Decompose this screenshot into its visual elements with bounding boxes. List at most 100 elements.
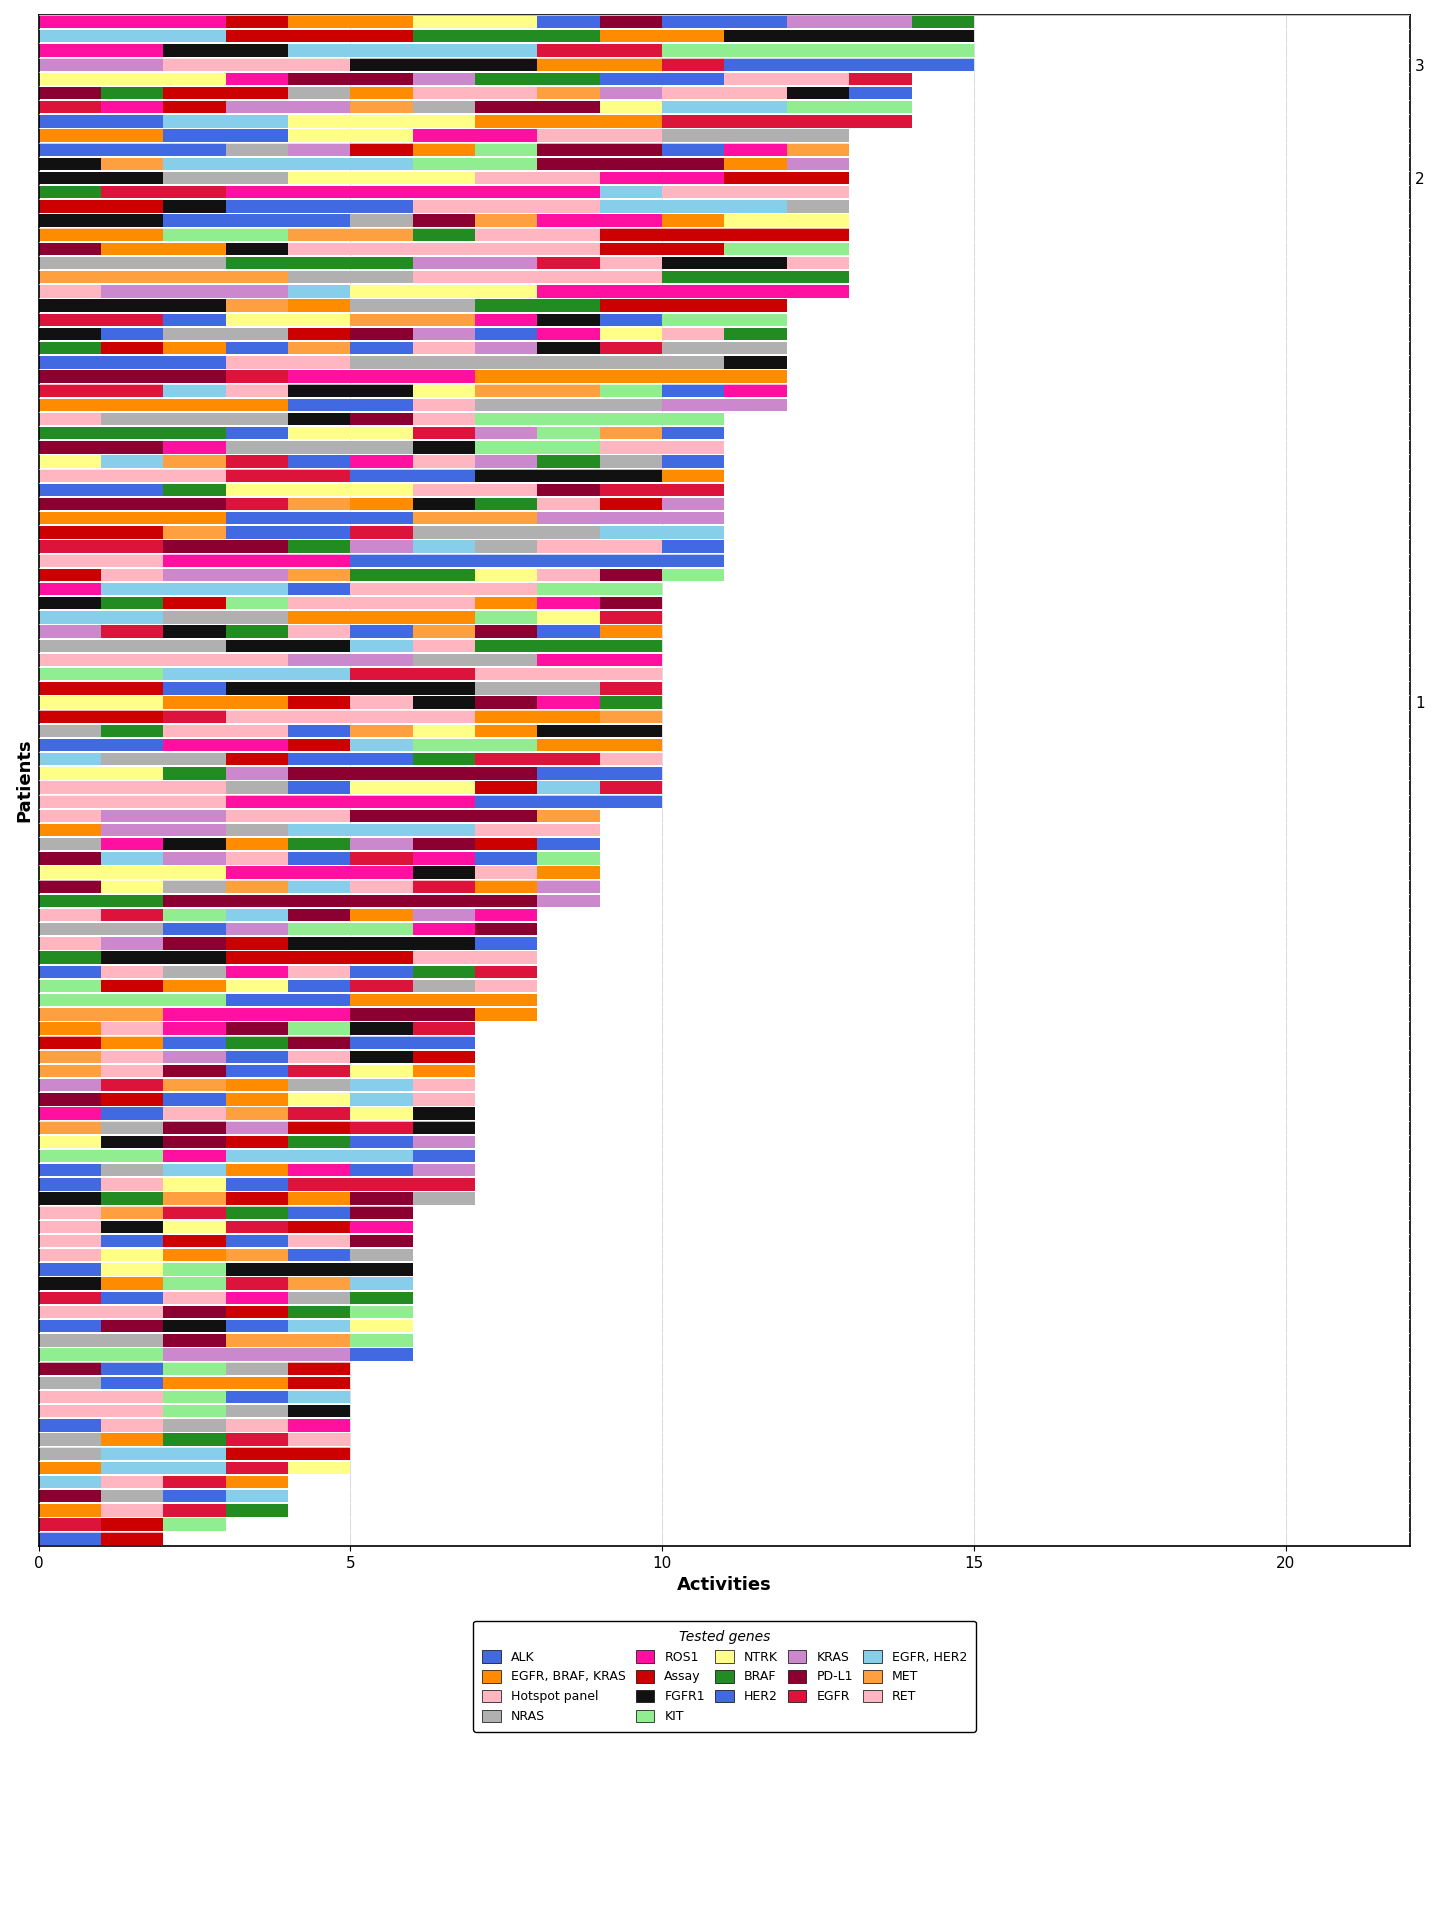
Bar — [724, 58, 850, 71]
Bar — [39, 767, 163, 780]
Bar — [226, 1363, 288, 1374]
Bar — [350, 1051, 413, 1064]
Bar — [537, 86, 600, 100]
Bar — [39, 640, 226, 652]
Bar — [413, 980, 475, 993]
Bar — [39, 399, 288, 410]
Bar — [288, 583, 350, 596]
Bar — [39, 612, 163, 623]
Bar — [39, 1390, 163, 1403]
Bar — [163, 86, 288, 100]
Bar — [39, 596, 101, 610]
Bar — [226, 909, 288, 922]
Bar — [600, 299, 786, 312]
Bar — [163, 102, 226, 113]
Bar — [163, 157, 413, 171]
Bar — [39, 286, 101, 297]
Bar — [475, 667, 662, 681]
Bar — [413, 1079, 475, 1091]
Bar — [226, 640, 350, 652]
Bar — [101, 186, 226, 199]
Bar — [288, 73, 413, 84]
Bar — [288, 612, 475, 623]
Bar — [600, 341, 662, 355]
Bar — [350, 1064, 413, 1077]
Bar — [662, 115, 912, 128]
Bar — [662, 102, 786, 113]
Bar — [226, 1093, 288, 1106]
Bar — [163, 625, 226, 638]
Bar — [101, 157, 163, 171]
Bar — [413, 966, 475, 978]
Bar — [226, 1263, 413, 1275]
Bar — [475, 470, 662, 481]
Bar — [39, 1405, 101, 1417]
Bar — [101, 86, 163, 100]
Bar — [724, 357, 786, 368]
Bar — [475, 980, 537, 993]
Bar — [163, 1008, 350, 1020]
Bar — [39, 314, 163, 326]
Bar — [39, 853, 101, 865]
Bar — [39, 951, 101, 964]
Bar — [163, 909, 226, 922]
Bar — [475, 1008, 537, 1020]
Bar — [101, 1037, 163, 1049]
Bar — [600, 483, 724, 497]
Bar — [600, 767, 662, 780]
Bar — [226, 1476, 288, 1488]
Bar — [475, 640, 662, 652]
Bar — [101, 1250, 163, 1261]
Bar — [662, 144, 724, 155]
Bar — [537, 215, 662, 226]
Bar — [226, 357, 350, 368]
Bar — [350, 667, 475, 681]
Bar — [39, 441, 163, 454]
Bar — [39, 1305, 163, 1319]
Bar — [288, 922, 413, 935]
Bar — [475, 314, 537, 326]
Bar — [350, 1235, 413, 1248]
Bar — [226, 1108, 288, 1120]
Bar — [39, 1135, 101, 1148]
Bar — [600, 596, 662, 610]
Bar — [39, 922, 163, 935]
Bar — [475, 173, 600, 184]
Bar — [600, 328, 662, 339]
Bar — [350, 1192, 413, 1204]
Bar — [662, 454, 724, 468]
Bar — [600, 314, 662, 326]
Bar — [413, 385, 475, 397]
Bar — [39, 15, 226, 29]
Bar — [226, 483, 413, 497]
Bar — [101, 328, 163, 339]
Bar — [39, 186, 101, 199]
Bar — [350, 1079, 413, 1091]
Bar — [163, 1518, 226, 1532]
Bar — [350, 1108, 413, 1120]
Bar — [475, 299, 600, 312]
Bar — [226, 853, 288, 865]
Bar — [537, 454, 600, 468]
Bar — [101, 1277, 163, 1290]
Bar — [350, 993, 537, 1006]
Bar — [226, 1079, 288, 1091]
Bar — [101, 966, 163, 978]
Bar — [163, 1221, 226, 1233]
Bar — [600, 31, 724, 42]
Bar — [288, 1376, 350, 1390]
Bar — [101, 1221, 163, 1233]
Bar — [350, 1321, 413, 1332]
Bar — [101, 1532, 163, 1545]
Bar — [39, 427, 226, 439]
Bar — [39, 512, 226, 525]
Bar — [288, 385, 413, 397]
Bar — [39, 880, 101, 893]
Bar — [662, 186, 724, 199]
Bar — [786, 157, 850, 171]
Bar — [39, 73, 226, 84]
Bar — [101, 1164, 163, 1177]
Bar — [288, 1179, 475, 1190]
Bar — [475, 370, 786, 383]
Bar — [600, 498, 662, 510]
